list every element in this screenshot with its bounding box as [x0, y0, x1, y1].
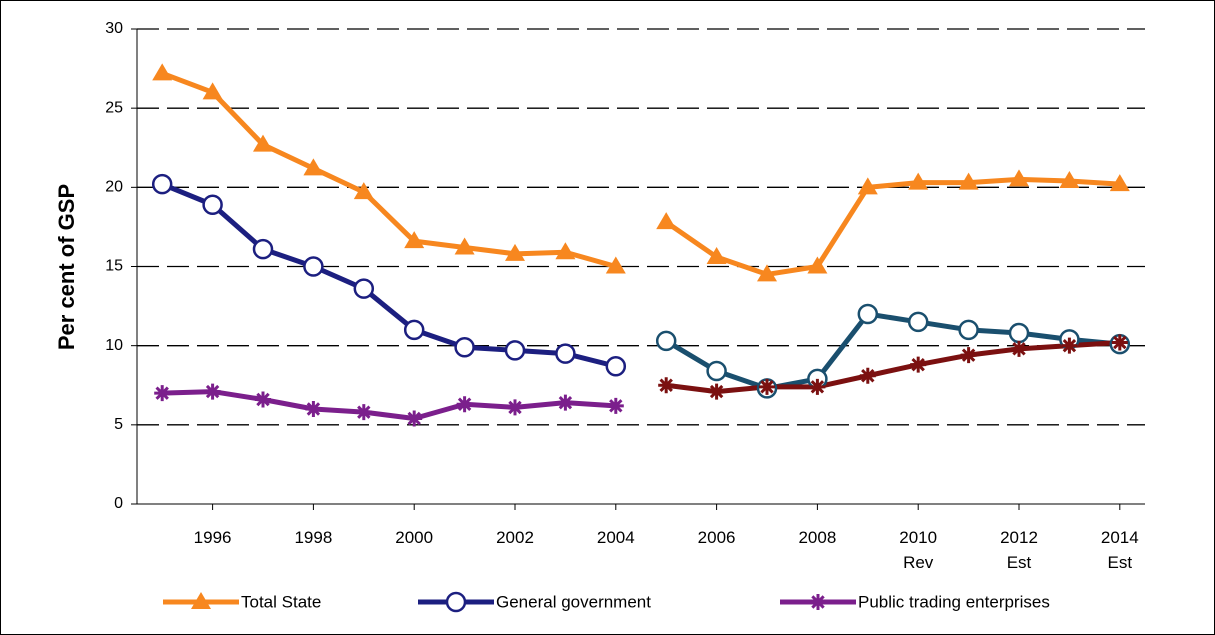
x-tick-label: 2002: [496, 528, 534, 547]
point: [303, 256, 324, 277]
point: [255, 391, 271, 408]
x-tick-label: 1998: [294, 528, 333, 547]
point: [353, 278, 375, 299]
point: [456, 396, 473, 413]
point: [1011, 340, 1027, 357]
point: [605, 256, 626, 274]
point: [454, 237, 475, 255]
point: [857, 177, 878, 195]
point: [1111, 334, 1128, 351]
point: [303, 158, 324, 176]
y-tick-label: 10: [105, 337, 123, 354]
legend-item: General government: [418, 591, 651, 613]
y-tick-label: 30: [105, 20, 123, 37]
x-tick-label: 2012 Est: [1000, 528, 1038, 572]
point: [355, 404, 372, 421]
point: [960, 347, 977, 364]
series-line: [665, 340, 1120, 395]
point: [555, 242, 576, 260]
point: [353, 182, 374, 200]
y-tick-label: 20: [105, 179, 123, 196]
legend-label: Total State: [241, 592, 321, 611]
x-tick-label: 2000: [395, 528, 434, 547]
point: [305, 401, 322, 417]
point: [908, 172, 929, 190]
point: [757, 264, 777, 282]
point: [910, 356, 927, 373]
x-tick-label: 1996: [193, 528, 232, 547]
point: [658, 377, 675, 394]
series-line: [161, 181, 617, 369]
point: [706, 247, 727, 264]
point: [807, 256, 828, 274]
point: [1059, 171, 1080, 188]
y-tick-label: 25: [105, 99, 123, 116]
x-tick-label: 2010 Rev: [899, 528, 938, 572]
point: [504, 340, 526, 361]
y-tick-label: 15: [105, 258, 123, 275]
point: [859, 367, 876, 384]
series-line: [161, 70, 617, 269]
point: [445, 591, 467, 613]
point: [557, 394, 574, 411]
point: [404, 231, 425, 249]
point: [191, 592, 211, 609]
legend-label: Public trading enterprises: [858, 592, 1050, 611]
point: [810, 594, 826, 610]
point: [252, 238, 274, 260]
x-tick-label: 2004: [596, 528, 635, 547]
point: [505, 243, 525, 261]
point: [708, 383, 725, 400]
point: [1008, 322, 1030, 344]
point: [253, 134, 273, 152]
series-line: [664, 311, 1121, 391]
y-tick-label: 5: [114, 416, 123, 433]
point: [202, 194, 223, 215]
point: [1109, 174, 1130, 192]
point: [958, 319, 979, 341]
point: [958, 172, 979, 190]
y-tick-label: 0: [114, 495, 123, 512]
point: [151, 173, 173, 195]
point: [605, 356, 627, 377]
point: [152, 63, 173, 81]
series-line: [162, 389, 616, 421]
point: [507, 399, 523, 416]
legend-item: Total State: [163, 592, 321, 611]
point: [857, 303, 879, 325]
point: [907, 311, 929, 333]
legend-label: General government: [496, 592, 651, 611]
point: [809, 378, 826, 395]
y-axis-label: Per cent of GSP: [54, 184, 79, 350]
x-tick-label: 2008: [798, 528, 837, 547]
legend-item: Public trading enterprises: [780, 592, 1050, 611]
point: [454, 337, 475, 358]
x-tick-label: 2006: [697, 528, 736, 547]
point: [406, 410, 423, 427]
point: [403, 319, 425, 341]
point: [706, 360, 727, 382]
series-line: [664, 176, 1120, 277]
point: [1061, 337, 1078, 354]
point: [154, 385, 171, 402]
point: [204, 383, 221, 400]
point: [202, 82, 223, 100]
point: [655, 330, 677, 352]
point: [759, 378, 775, 395]
point: [656, 212, 677, 230]
point: [607, 397, 624, 414]
point: [555, 343, 576, 364]
point: [1009, 169, 1029, 187]
x-tick-label: 2014 Est: [1100, 528, 1139, 572]
